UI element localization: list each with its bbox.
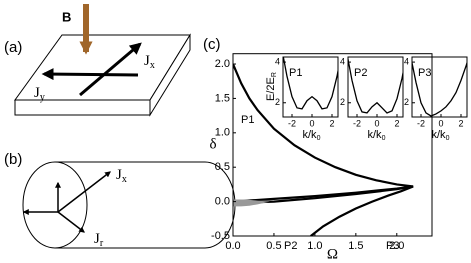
plot-frame xyxy=(232,53,433,237)
x-tick-label: 2 xyxy=(329,118,334,128)
curve xyxy=(233,185,414,203)
x-tick-label: 0.5 xyxy=(266,240,281,252)
y-tick-label: 0.0 xyxy=(215,196,230,208)
x-tick-label: -2 xyxy=(288,118,296,128)
curve xyxy=(348,57,403,114)
y-axis-label: δ xyxy=(209,136,216,152)
inset-title: P3 xyxy=(418,67,431,79)
panel-label: (c) xyxy=(203,36,221,53)
slab-side xyxy=(149,33,191,117)
plot-area xyxy=(412,59,467,117)
jx-label: Jx xyxy=(144,53,155,71)
curve xyxy=(233,63,414,188)
panel-label: (a) xyxy=(4,39,22,56)
cylinder-body xyxy=(55,161,236,249)
jr-label: Jr xyxy=(94,231,104,249)
panel-a: (a) B Jx Jy xyxy=(4,4,191,117)
y-tick-label: 4 xyxy=(340,56,345,66)
x-tick-label: -2 xyxy=(353,118,361,128)
x-tick-label: 0 xyxy=(438,118,443,128)
y-tick-label: 0.5 xyxy=(215,161,230,173)
x-tick-label: 2.0 xyxy=(389,240,404,252)
x-axis-label: k/k0 xyxy=(432,129,450,142)
y-tick-label: 2 xyxy=(404,97,409,107)
curve xyxy=(283,57,338,110)
plot-area xyxy=(348,57,403,114)
x-tick-label: 2 xyxy=(458,118,463,128)
x-axis-label: k/k0 xyxy=(303,129,321,142)
panel-label: (b) xyxy=(4,151,22,168)
series-label: P3 xyxy=(386,240,399,252)
inset-title: P1 xyxy=(289,67,302,79)
jr-arrow xyxy=(57,211,85,233)
cylinder-end xyxy=(22,161,88,249)
x-axis-label: k/k0 xyxy=(368,129,386,142)
x-tick-label: 0.0 xyxy=(225,240,240,252)
y-tick-label: 2 xyxy=(275,97,280,107)
plot-area xyxy=(283,57,338,110)
field-label: B xyxy=(62,9,71,24)
x-tick-label: 0 xyxy=(374,118,379,128)
plot-area xyxy=(233,63,414,237)
jx-label: Jx xyxy=(116,167,127,185)
y-axis-label: E/2ER xyxy=(265,72,278,101)
plot-frame xyxy=(347,56,404,118)
jy-label: Jy xyxy=(34,85,45,103)
curve xyxy=(412,59,467,117)
y-tick-label: 4 xyxy=(275,56,280,66)
y-tick-label: 1.5 xyxy=(215,92,230,104)
x-axis-label: Ω xyxy=(327,246,338,262)
y-tick-label: -0.5 xyxy=(211,230,230,242)
y-tick-label: 1.0 xyxy=(215,127,230,139)
curve xyxy=(310,185,414,237)
plot-frame xyxy=(411,56,468,118)
jy-arrow xyxy=(41,68,139,81)
x-tick-label: 1.0 xyxy=(307,240,322,252)
y-tick-label: 2 xyxy=(340,97,345,107)
plot-frame xyxy=(282,56,339,118)
panel-b: (b) Jx Jr xyxy=(4,151,236,249)
jx-arrow xyxy=(79,42,142,97)
x-tick-label: 2 xyxy=(394,118,399,128)
inset-title: P2 xyxy=(354,67,367,79)
slab-front xyxy=(14,99,151,116)
shaded-region xyxy=(233,199,270,207)
series-label: P1 xyxy=(241,114,254,126)
x-tick-label: 1.5 xyxy=(348,240,363,252)
y-tick-label: 4 xyxy=(404,56,409,66)
jx-arrow xyxy=(57,171,111,213)
y-tick-label: 2.0 xyxy=(215,58,230,70)
x-tick-label: -2 xyxy=(417,118,425,128)
x-tick-label: 0 xyxy=(309,118,314,128)
series-label: P2 xyxy=(284,240,297,252)
